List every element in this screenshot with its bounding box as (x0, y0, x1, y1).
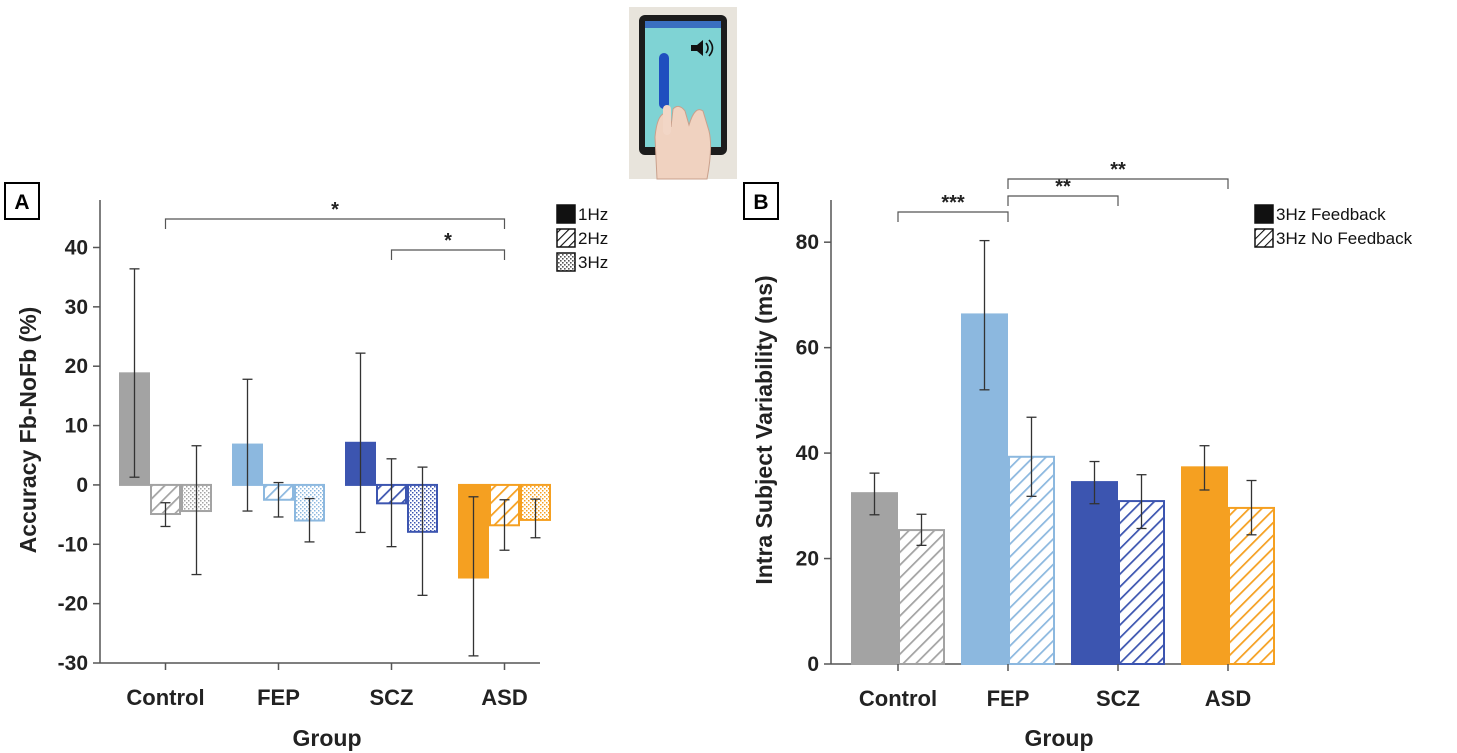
y-tick-label: 60 (796, 337, 819, 360)
y-tick-label: 0 (76, 474, 88, 497)
x-axis-title: Group (1025, 725, 1094, 751)
y-tick-label: 0 (807, 653, 819, 676)
x-tick-label: Control (126, 685, 204, 710)
y-tick-label: -20 (58, 593, 88, 616)
significance-bracket (390, 249, 506, 260)
y-tick-label: 40 (796, 442, 819, 465)
legend-swatch (1254, 204, 1274, 224)
x-tick-label: SCZ (370, 685, 414, 710)
legend-label: 1Hz (578, 205, 608, 224)
legend-label: 3Hz No Feedback (1276, 229, 1413, 248)
significance-label: ** (1110, 159, 1126, 181)
x-tick-label: SCZ (1096, 686, 1140, 711)
y-tick-label: 30 (65, 296, 88, 319)
legend-label: 2Hz (578, 229, 608, 248)
y-axis-title: Accuracy Fb-NoFb (%) (15, 307, 41, 554)
y-tick-label: 20 (796, 548, 819, 571)
significance-label: * (444, 230, 452, 252)
bar-control-3hz-feedback (851, 492, 898, 665)
panel-label-b-box: B (743, 182, 779, 220)
x-tick-label: ASD (1205, 686, 1251, 711)
legend-swatch (556, 204, 576, 224)
bar-scz-3hz-feedback (1071, 481, 1118, 665)
y-tick-label: -10 (58, 533, 88, 556)
significance-label: ** (1055, 176, 1071, 198)
significance-bracket (1007, 195, 1119, 206)
y-tick-label: 10 (65, 415, 88, 438)
x-tick-label: ASD (481, 685, 527, 710)
bar-asd-3hz-feedback (1181, 466, 1228, 665)
significance-bracket (897, 211, 1009, 222)
legend-swatch (556, 228, 576, 248)
panel-label-b: B (753, 191, 768, 214)
panel-label-a-box: A (4, 182, 40, 220)
x-tick-label: FEP (987, 686, 1030, 711)
legend-swatch (1254, 228, 1274, 248)
legend-label: 3Hz Feedback (1276, 205, 1386, 224)
y-tick-label: 40 (65, 236, 88, 259)
significance-label: * (331, 199, 339, 221)
x-axis-title: Group (293, 725, 362, 751)
y-tick-label: -30 (58, 652, 88, 675)
bar-control-3hz-no-feedback (898, 529, 945, 666)
legend-label: 3Hz (578, 253, 608, 272)
y-axis-title: Intra Subject Variability (ms) (751, 275, 777, 584)
panel-label-a: A (14, 191, 29, 214)
y-tick-label: 80 (796, 231, 819, 254)
x-tick-label: Control (859, 686, 937, 711)
legend-swatch (556, 252, 576, 272)
significance-label: *** (941, 192, 965, 214)
significance-bracket (1007, 178, 1229, 189)
y-tick-label: 20 (65, 355, 88, 378)
chart-a: 40 30 20 10 0 -10 -20 -30 Control FEP SCZ ASD Group A… (15, 199, 608, 751)
significance-bracket (164, 218, 506, 229)
tablet-tapping-photo-icon (629, 7, 737, 180)
x-tick-label: FEP (257, 685, 300, 710)
chart-b: 80 60 40 20 0 Control FEP SCZ ASD Group Intra Subj… (751, 159, 1413, 751)
